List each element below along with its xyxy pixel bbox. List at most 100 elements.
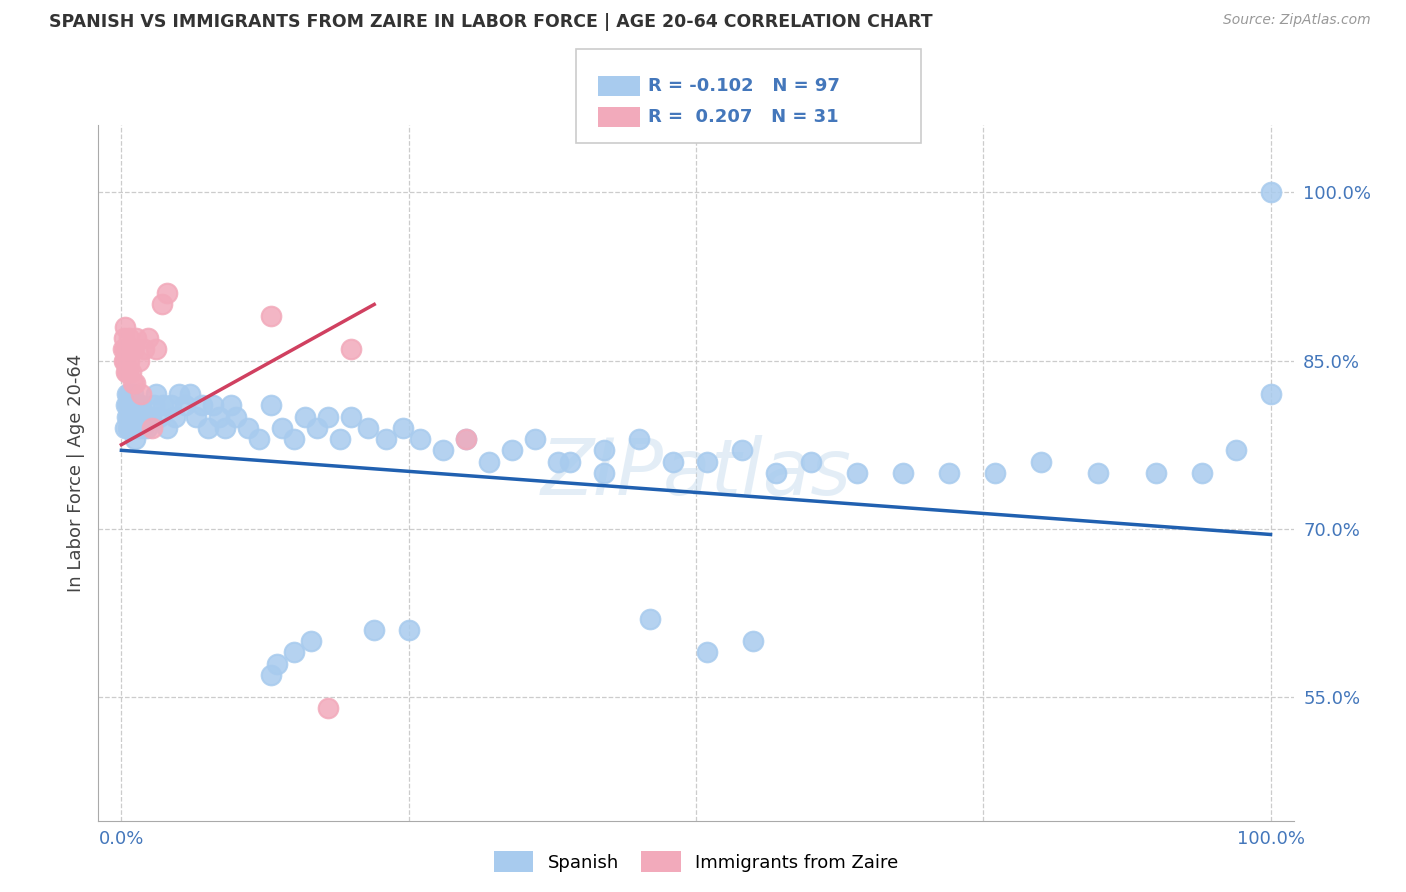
Point	[202, 399, 225, 413]
Point	[983, 466, 1005, 480]
Point	[156, 286, 179, 301]
Text: Source: ZipAtlas.com: Source: ZipAtlas.com	[1223, 13, 1371, 28]
Point	[145, 343, 167, 357]
Point	[128, 399, 150, 413]
Point	[111, 343, 134, 357]
Point	[165, 409, 187, 424]
Point	[159, 399, 181, 413]
Point	[742, 634, 765, 648]
Point	[134, 409, 156, 424]
Point	[112, 353, 135, 368]
Point	[120, 421, 142, 435]
Point	[938, 466, 960, 480]
Point	[1225, 443, 1247, 458]
Point	[1087, 466, 1109, 480]
Point	[115, 365, 138, 379]
Point	[122, 409, 145, 424]
Point	[129, 399, 152, 413]
Point	[398, 623, 420, 637]
Point	[173, 399, 195, 413]
Text: R = -0.102   N = 97: R = -0.102 N = 97	[648, 77, 839, 95]
Y-axis label: In Labor Force | Age 20-64: In Labor Force | Age 20-64	[66, 353, 84, 592]
Point	[114, 319, 136, 334]
Point	[121, 409, 143, 424]
Point	[114, 353, 136, 368]
Point	[266, 657, 288, 671]
Point	[167, 387, 190, 401]
Point	[260, 309, 283, 323]
Point	[800, 454, 823, 468]
Point	[148, 409, 170, 424]
Point	[142, 399, 165, 413]
Point	[118, 409, 141, 424]
Point	[150, 297, 173, 311]
Point	[1191, 466, 1213, 480]
Point	[524, 432, 547, 446]
Point	[225, 409, 247, 424]
Point	[117, 421, 139, 435]
Point	[121, 399, 143, 413]
Point	[115, 365, 138, 379]
Text: SPANISH VS IMMIGRANTS FROM ZAIRE IN LABOR FORCE | AGE 20-64 CORRELATION CHART: SPANISH VS IMMIGRANTS FROM ZAIRE IN LABO…	[49, 13, 932, 31]
Point	[593, 443, 616, 458]
Point	[329, 432, 352, 446]
Point	[114, 421, 136, 435]
Point	[316, 409, 339, 424]
Point	[112, 331, 135, 345]
Point	[124, 432, 146, 446]
Text: ZIPatlas: ZIPatlas	[540, 434, 852, 511]
Point	[120, 399, 142, 413]
Point	[305, 421, 328, 435]
Point	[121, 343, 143, 357]
Text: R =  0.207   N = 31: R = 0.207 N = 31	[648, 108, 839, 126]
Point	[456, 432, 478, 446]
Point	[316, 701, 339, 715]
Point	[145, 387, 167, 401]
Point	[120, 365, 142, 379]
Point	[696, 645, 718, 659]
Point	[236, 421, 259, 435]
Point	[184, 409, 207, 424]
Point	[118, 353, 141, 368]
Point	[731, 443, 754, 458]
Point	[179, 387, 201, 401]
Point	[340, 409, 363, 424]
Point	[478, 454, 501, 468]
Point	[845, 466, 868, 480]
Point	[117, 365, 139, 379]
Point	[122, 399, 145, 413]
Point	[129, 387, 152, 401]
Point	[1260, 185, 1282, 199]
Point	[765, 466, 787, 480]
Point	[135, 421, 157, 435]
Point	[131, 409, 153, 424]
Point	[409, 432, 432, 446]
Point	[219, 399, 242, 413]
Point	[662, 454, 685, 468]
Point	[1029, 454, 1052, 468]
Point	[138, 409, 160, 424]
Point	[357, 421, 380, 435]
Point	[124, 421, 146, 435]
Point	[208, 409, 231, 424]
Point	[114, 343, 136, 357]
Point	[128, 353, 150, 368]
Point	[197, 421, 219, 435]
Point	[156, 421, 179, 435]
Point	[696, 454, 718, 468]
Point	[456, 432, 478, 446]
Point	[118, 387, 141, 401]
Point	[260, 667, 283, 681]
Point	[115, 387, 138, 401]
Point	[128, 421, 150, 435]
Point	[547, 454, 569, 468]
Point	[122, 376, 145, 390]
Point	[214, 421, 236, 435]
Point	[122, 387, 145, 401]
Point	[124, 376, 146, 390]
Point	[260, 399, 283, 413]
Point	[374, 432, 396, 446]
Point	[115, 399, 138, 413]
Point	[125, 331, 148, 345]
Point	[340, 343, 363, 357]
